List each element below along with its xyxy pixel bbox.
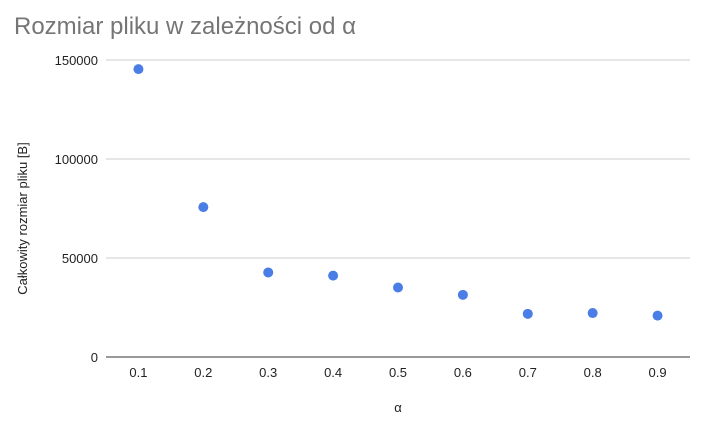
x-tick-label: 0.2 [194,365,212,380]
y-tick-label: 50000 [62,251,98,266]
x-tick-label: 0.3 [259,365,277,380]
x-axis-label: α [394,400,402,415]
y-axis-label: Całkowity rozmiar pliku [B] [15,142,30,294]
data-points [133,64,663,321]
x-tick-label: 0.1 [129,365,147,380]
data-point [263,267,274,278]
x-tick-label: 0.7 [519,365,537,380]
x-tick-label: 0.9 [649,365,667,380]
data-point [457,289,468,300]
y-tick-label: 0 [91,350,98,365]
x-axis-ticks: 0.1 0.2 0.3 0.4 0.5 0.6 0.7 0.8 0.9 [129,365,666,380]
gridlines [106,59,690,259]
x-tick-label: 0.4 [324,365,342,380]
y-axis-ticks: 0 50000 100000 150000 [55,53,98,365]
data-point [328,270,339,281]
data-point [198,202,209,213]
data-point [133,64,144,75]
data-point [522,308,533,319]
x-tick-label: 0.8 [584,365,602,380]
y-tick-label: 100000 [55,152,98,167]
x-tick-label: 0.5 [389,365,407,380]
data-point [393,282,403,293]
data-point [652,310,663,321]
chart-title: Rozmiar pliku w zależności od α [14,13,356,40]
x-tick-label: 0.6 [454,365,472,380]
y-tick-label: 150000 [55,53,98,68]
data-point [587,308,598,319]
